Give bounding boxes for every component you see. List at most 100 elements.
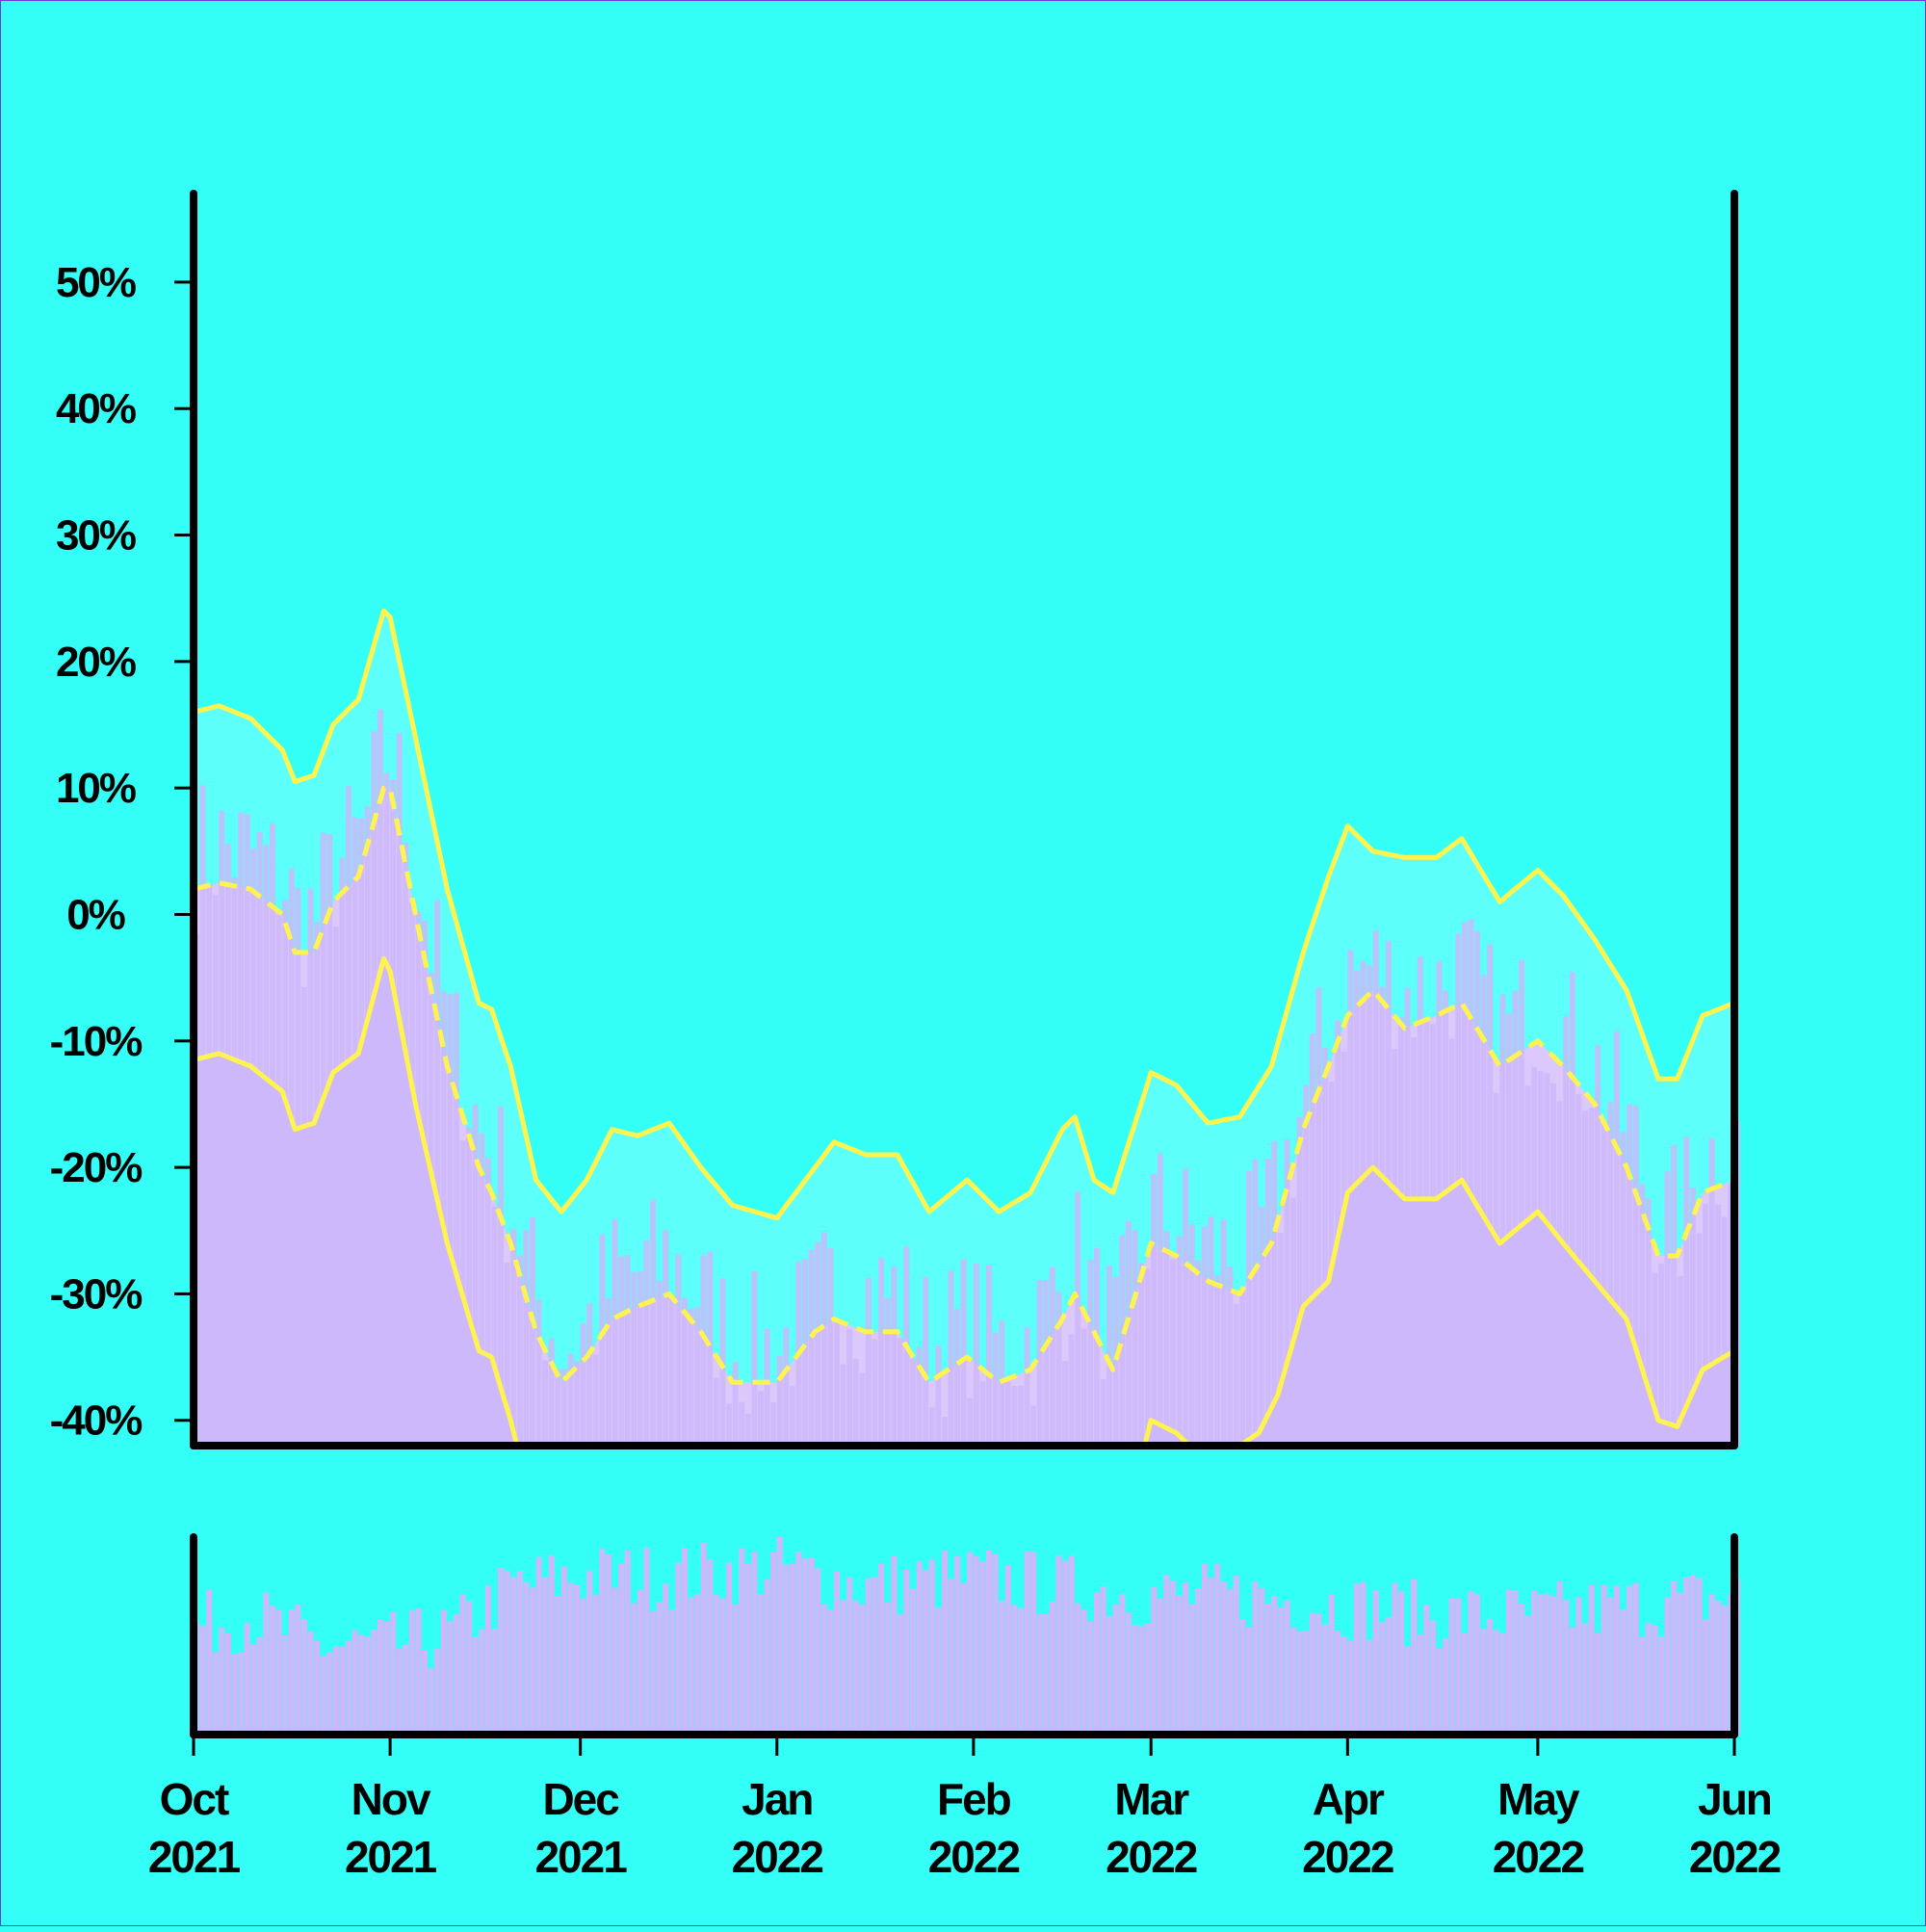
daily-bar [928,1406,935,1446]
daily-bar [1030,1405,1036,1446]
volume-bar [1480,1629,1487,1735]
volume-bar [1112,1604,1119,1735]
daily-bar [827,1248,834,1446]
daily-bar [789,1386,795,1446]
daily-bar [1183,1168,1189,1446]
volume-bar [1201,1564,1208,1735]
daily-bar [1296,1117,1303,1446]
y-tick-label: 50% [56,259,136,306]
daily-bar [1233,1303,1239,1446]
volume-bar [1075,1603,1081,1735]
daily-bar [865,1277,872,1446]
volume-bar [954,1555,961,1735]
daily-bar [1519,959,1524,1446]
volume-bar [1696,1578,1703,1735]
volume-bar [1290,1627,1297,1735]
daily-bar [1246,1170,1252,1446]
daily-bar [1075,1191,1081,1446]
volume-bar [1277,1607,1284,1735]
x-tick-year: 2022 [1302,1832,1393,1882]
volume-bar [979,1561,986,1735]
volume-bar [846,1577,853,1735]
volume-bar [1043,1613,1050,1735]
volume-bar [1632,1582,1639,1735]
daily-bar [631,1271,638,1446]
volume-bar [454,1614,460,1735]
volume-bar [479,1629,485,1735]
volume-bar [1125,1612,1132,1735]
daily-bar [1119,1235,1126,1446]
volume-bar [859,1604,866,1735]
volume-bar [219,1627,225,1735]
daily-bar [1144,1268,1151,1446]
daily-bar [986,1265,992,1446]
volume-bar [1430,1620,1437,1735]
volume-bar [820,1604,827,1735]
volume-bar [992,1553,999,1735]
volume-bar [1550,1596,1557,1735]
daily-bar [942,1417,948,1446]
volume-bar [903,1570,910,1735]
volume-bar [1563,1600,1570,1735]
volume-bar [282,1634,289,1735]
daily-bar [1721,1216,1728,1446]
volume-bar [491,1629,498,1735]
daily-bar [1696,1233,1703,1446]
volume-bar [440,1610,447,1735]
daily-bar [1132,1230,1138,1446]
volume-bar [592,1595,599,1735]
daily-bar [758,1391,764,1446]
volume-bar [383,1622,390,1735]
volume-bar [795,1552,802,1735]
volume-bar [1671,1580,1678,1735]
volume-bar [942,1550,949,1735]
volume-bar [1715,1601,1722,1735]
volume-bar [358,1633,365,1735]
volume-bar [1601,1584,1607,1735]
volume-bar [447,1621,454,1735]
x-tick-year: 2021 [148,1832,241,1882]
daily-bar [1201,1226,1208,1446]
volume-bar [1340,1636,1347,1735]
volume-bar [1474,1594,1481,1735]
volume-bar [1335,1631,1341,1735]
volume-bar [510,1577,517,1735]
volume-bar [764,1580,770,1735]
volume-bar [212,1652,219,1735]
volume-bar [1208,1578,1214,1735]
volume-bar [1708,1594,1715,1735]
volume-bar [732,1604,739,1735]
y-tick-label: -20% [50,1144,143,1191]
volume-bar [1309,1612,1315,1735]
volume-bar [960,1582,967,1735]
volume-bar [403,1644,409,1735]
volume-bar [1087,1621,1094,1735]
daily-bar [472,1105,479,1446]
x-tick-month: Oct [160,1774,229,1824]
daily-bar [454,992,459,1446]
daily-bar [1264,1159,1271,1446]
daily-bar [884,1297,891,1446]
volume-bar [364,1636,371,1735]
daily-bar [878,1258,884,1446]
x-tick-month: Apr [1313,1774,1385,1824]
volume-bar [1595,1632,1601,1735]
volume-bar [555,1596,561,1735]
volume-bar [668,1609,675,1735]
volume-bar [1556,1581,1563,1735]
volume-bar [1303,1631,1310,1735]
daily-bar [948,1270,954,1446]
daily-bar [447,994,454,1446]
y-axis-ticks: -40% -30% -20% -10% 0% 10% 20% 30% 40% 50% [50,259,190,1445]
volume-bar [270,1606,276,1735]
volume-bar [700,1542,707,1735]
x-tick-month: Jan [742,1774,812,1824]
volume-bar [688,1597,694,1735]
volume-bar [802,1558,809,1735]
volume-bar [1524,1616,1531,1735]
volume-bar [1664,1597,1671,1735]
daily-bar [1601,1122,1607,1446]
volume-bar [606,1553,612,1735]
daily-bar [1163,1231,1170,1446]
